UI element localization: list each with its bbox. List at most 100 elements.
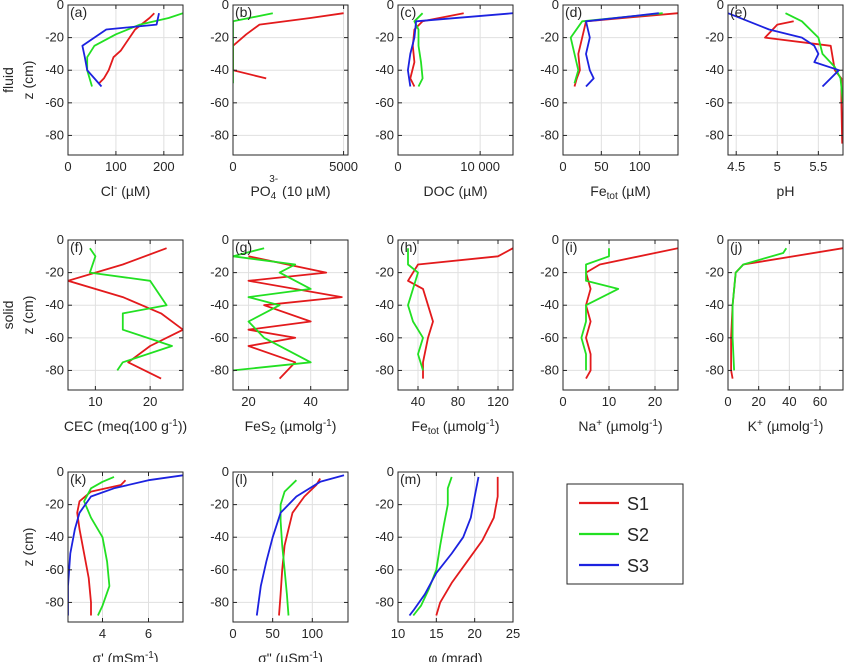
x-tick-label: 0 bbox=[64, 159, 71, 174]
x-tick-label: 10 bbox=[88, 394, 102, 409]
x-tick-label: 4.5 bbox=[727, 159, 745, 174]
axes-frame bbox=[562, 239, 679, 391]
panel-label: (k) bbox=[70, 471, 86, 487]
y-tick-label: -60 bbox=[210, 95, 229, 110]
panel-label: (m) bbox=[400, 471, 421, 487]
series-line-s3 bbox=[81, 13, 160, 88]
y-tick-label: 0 bbox=[387, 232, 394, 247]
y-tick-label: -20 bbox=[540, 30, 559, 45]
y-tick-label: -20 bbox=[45, 497, 64, 512]
series-line-s2 bbox=[89, 247, 173, 371]
x-tick-label: 0 bbox=[229, 159, 236, 174]
legend-label-s1: S1 bbox=[627, 494, 649, 514]
y-axis-label: z (cm) bbox=[20, 61, 36, 100]
series-line-s2 bbox=[731, 247, 788, 371]
y-axis-label: z (cm) bbox=[20, 528, 36, 567]
x-tick-label: 5000 bbox=[329, 159, 358, 174]
y-tick-label: -40 bbox=[45, 529, 64, 544]
axes-frame bbox=[232, 4, 349, 156]
series-line-s1 bbox=[730, 247, 843, 379]
x-tick-label: 4 bbox=[99, 626, 106, 641]
axes-frame bbox=[67, 4, 184, 156]
row-label-fluid: fluid bbox=[0, 67, 16, 93]
x-tick-label: 200 bbox=[153, 159, 175, 174]
y-tick-label: 0 bbox=[57, 0, 64, 12]
x-tick-label: 80 bbox=[451, 394, 465, 409]
y-tick-label: 0 bbox=[552, 232, 559, 247]
panel-label: (c) bbox=[400, 4, 416, 20]
y-tick-label: -20 bbox=[210, 30, 229, 45]
x-tick-label: 20 bbox=[241, 394, 255, 409]
series-line-s1 bbox=[407, 247, 513, 379]
axes-frame bbox=[397, 239, 514, 391]
y-tick-label: -60 bbox=[540, 330, 559, 345]
x-tick-label: 5 bbox=[774, 159, 781, 174]
series-line-s1 bbox=[68, 247, 183, 380]
x-tick-label: 100 bbox=[105, 159, 127, 174]
x-tick-label: 0 bbox=[559, 159, 566, 174]
y-tick-label: 0 bbox=[387, 0, 394, 12]
y-tick-label: -60 bbox=[210, 562, 229, 577]
series-line-s1 bbox=[247, 255, 343, 380]
y-tick-label: -40 bbox=[45, 62, 64, 77]
y-tick-label: -40 bbox=[45, 297, 64, 312]
x-axis-label: σ' (mSm-1) bbox=[92, 650, 158, 662]
y-tick-label: -60 bbox=[45, 95, 64, 110]
series-line-s3 bbox=[406, 12, 513, 87]
y-tick-label: -40 bbox=[210, 297, 229, 312]
x-tick-label: 50 bbox=[265, 626, 279, 641]
y-tick-label: -80 bbox=[45, 127, 64, 142]
y-tick-label: 0 bbox=[57, 232, 64, 247]
x-tick-label: 0 bbox=[229, 626, 236, 641]
series-line-s1 bbox=[573, 12, 678, 87]
x-tick-label: 25 bbox=[506, 626, 520, 641]
y-tick-label: -40 bbox=[375, 529, 394, 544]
y-tick-label: -80 bbox=[540, 362, 559, 377]
x-axis-label: DOC (µM) bbox=[423, 183, 487, 199]
x-tick-label: 10 bbox=[391, 626, 405, 641]
x-axis-label: CEC (meq(100 g-1)) bbox=[64, 418, 187, 435]
series-line-s1 bbox=[76, 479, 127, 616]
y-tick-label: -20 bbox=[705, 30, 724, 45]
y-tick-label: -40 bbox=[540, 62, 559, 77]
y-tick-label: -40 bbox=[375, 62, 394, 77]
x-tick-label: 60 bbox=[813, 394, 827, 409]
x-tick-label: 20 bbox=[648, 394, 662, 409]
panel-label: (l) bbox=[235, 471, 247, 487]
y-tick-label: -20 bbox=[210, 497, 229, 512]
x-tick-label: 10 000 bbox=[460, 159, 500, 174]
axes-frame bbox=[397, 4, 514, 156]
series-line-s2 bbox=[233, 12, 273, 84]
series-line-s1 bbox=[764, 20, 843, 144]
y-tick-label: -60 bbox=[375, 562, 394, 577]
series-line-s1 bbox=[585, 247, 678, 380]
series-line-s1 bbox=[233, 12, 344, 80]
x-axis-label: FeS2 (µmolg-1) bbox=[245, 418, 337, 438]
y-tick-label: -60 bbox=[210, 330, 229, 345]
y-tick-label: -40 bbox=[210, 62, 229, 77]
series-line-s2 bbox=[569, 12, 663, 84]
series-line-s3 bbox=[728, 12, 840, 88]
x-axis-label: K+ (µmolg-1) bbox=[748, 418, 824, 435]
series-line-s3 bbox=[585, 12, 659, 88]
x-tick-label: 15 bbox=[429, 626, 443, 641]
y-tick-label: 0 bbox=[222, 0, 229, 12]
y-tick-label: -40 bbox=[540, 297, 559, 312]
row-label-solid: solid bbox=[0, 301, 16, 330]
x-axis-label: Fetot (µM) bbox=[590, 183, 650, 202]
panel-label: (j) bbox=[730, 239, 742, 255]
y-tick-label: -20 bbox=[540, 265, 559, 280]
x-tick-label: 120 bbox=[487, 394, 509, 409]
y-tick-label: 0 bbox=[552, 0, 559, 12]
series-line-s2 bbox=[413, 12, 424, 87]
x-axis-label: Na+ (µmolg-1) bbox=[578, 418, 662, 435]
axes-frame bbox=[727, 4, 844, 156]
y-tick-label: 0 bbox=[387, 464, 394, 479]
y-tick-label: -60 bbox=[705, 330, 724, 345]
x-axis-label: φ (mrad) bbox=[428, 650, 482, 662]
y-tick-label: -80 bbox=[540, 127, 559, 142]
panel-label: (g) bbox=[235, 239, 252, 255]
x-tick-label: 100 bbox=[629, 159, 651, 174]
axes-frame bbox=[67, 471, 184, 623]
